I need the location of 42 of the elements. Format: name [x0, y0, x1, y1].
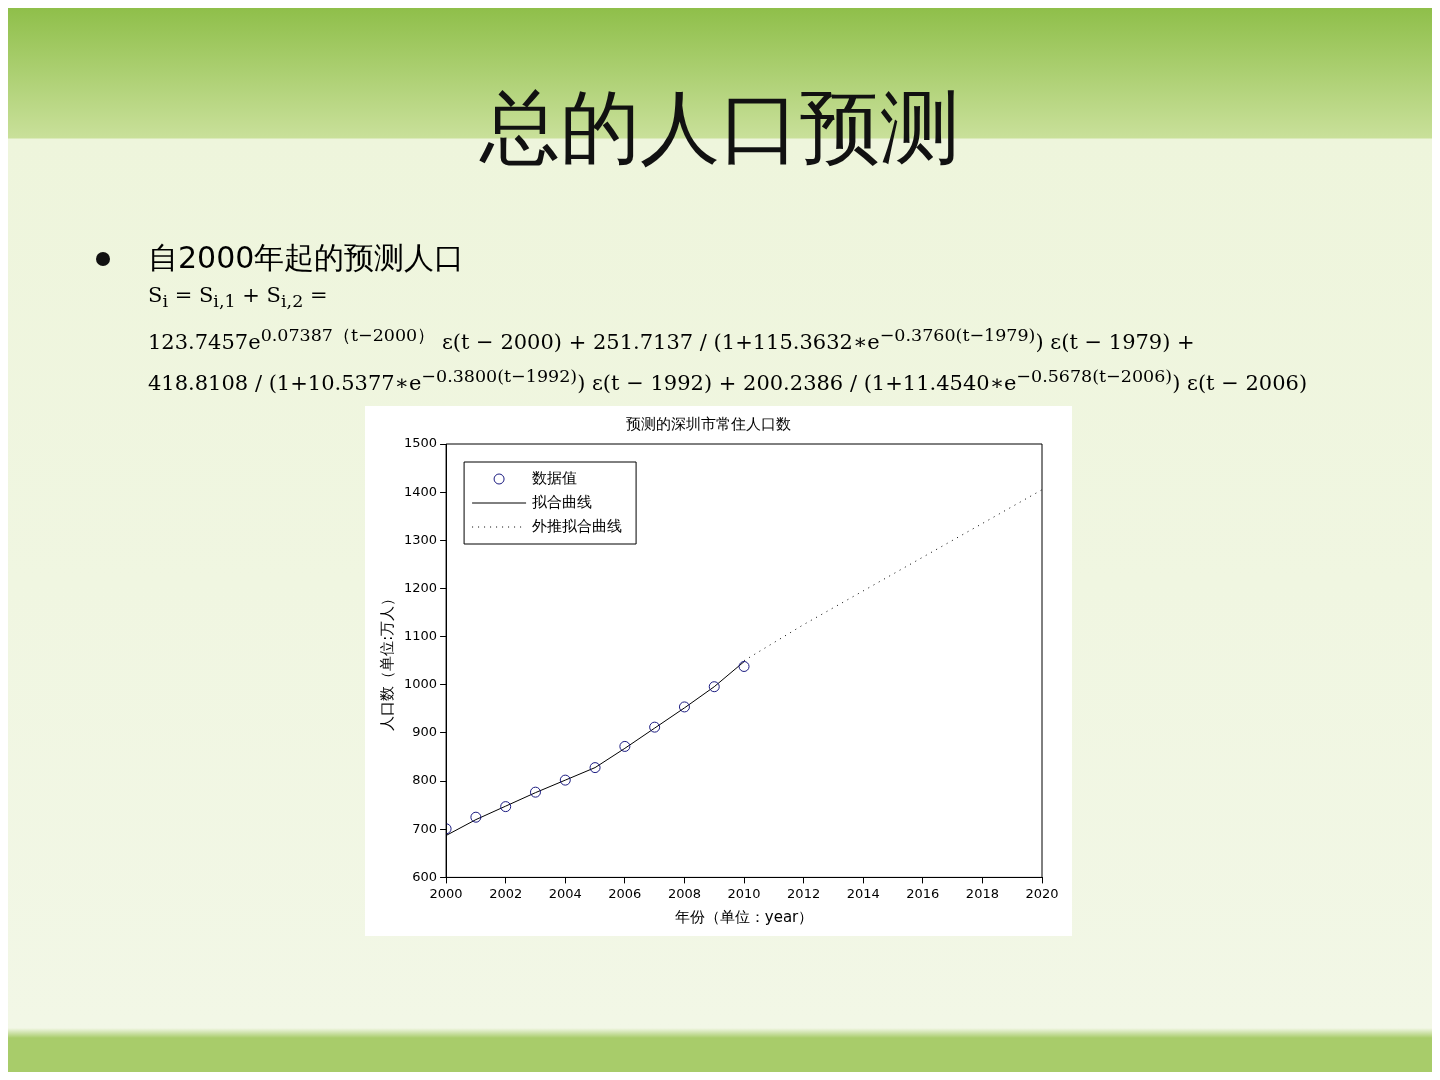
- point: [649, 721, 661, 733]
- y-tick-label: 1500: [403, 435, 438, 451]
- y-tick-label: 1100: [403, 628, 438, 644]
- y-tick-label: 1000: [403, 676, 438, 692]
- y-tick-label: 600: [412, 868, 438, 884]
- text: 123.7457e$^{0.07387（t−2000）}$ ε(t − 2000) + 251.7137 / (1+115.3632∗e$^{−0.3760(t−1979)}$) ε(t − 1979) +: [148, 324, 1196, 357]
- point: [500, 801, 512, 813]
- y-tick-label: 1200: [403, 580, 438, 596]
- point: [559, 774, 571, 786]
- chart-subtitle: 预测的深圳市常住人口数: [626, 415, 791, 434]
- x-tick-label: 2020: [1025, 885, 1059, 901]
- point: [619, 741, 631, 753]
- x-tick-label: 2018: [965, 885, 999, 901]
- y-tick-label: 900: [412, 724, 438, 740]
- legend-label: 外推拟合曲线: [532, 517, 623, 536]
- x-tick-label: 2002: [489, 885, 523, 901]
- x-tick-label: 2004: [548, 885, 582, 901]
- x-axis-title: 年份（单位：year）: [674, 908, 814, 927]
- x-tick-label: 2010: [727, 885, 761, 901]
- chart-title: 总的人口预测: [478, 80, 961, 176]
- x-tick-label: 2000: [429, 885, 463, 901]
- point: [678, 701, 690, 713]
- x-tick-label: 2016: [906, 885, 940, 901]
- y-tick-label: 1300: [403, 531, 438, 547]
- legend-label: 拟合曲线: [532, 493, 593, 512]
- text: S$_{i}$ = S$_{i,1}$ + S$_{i,2}$ =: [148, 282, 329, 314]
- point: [589, 762, 601, 774]
- y-axis-title: 人口数（单位:万人）: [377, 590, 396, 731]
- y-tick-label: 1400: [403, 483, 438, 499]
- text: 418.8108 / (1+10.5377∗e$^{−0.3800(t−1992)}$) ε(t − 1992) + 200.2386 / (1+11.4540∗e$^{−0.5678(t−2006)}$) ε(t − 2006): [148, 365, 1309, 398]
- legend-label: 数据值: [532, 469, 578, 488]
- x-tick-label: 2008: [667, 885, 701, 901]
- point: [708, 681, 720, 693]
- x-tick-label: 2006: [608, 885, 642, 901]
- point: [529, 786, 541, 798]
- text: 自2000年起的预测人口: [148, 240, 465, 275]
- y-tick-label: 800: [412, 772, 438, 788]
- x-tick-label: 2014: [846, 885, 880, 901]
- point: [470, 811, 482, 823]
- point: [738, 661, 750, 673]
- x-tick-label: 2012: [787, 885, 821, 901]
- y-tick-label: 700: [412, 820, 438, 836]
